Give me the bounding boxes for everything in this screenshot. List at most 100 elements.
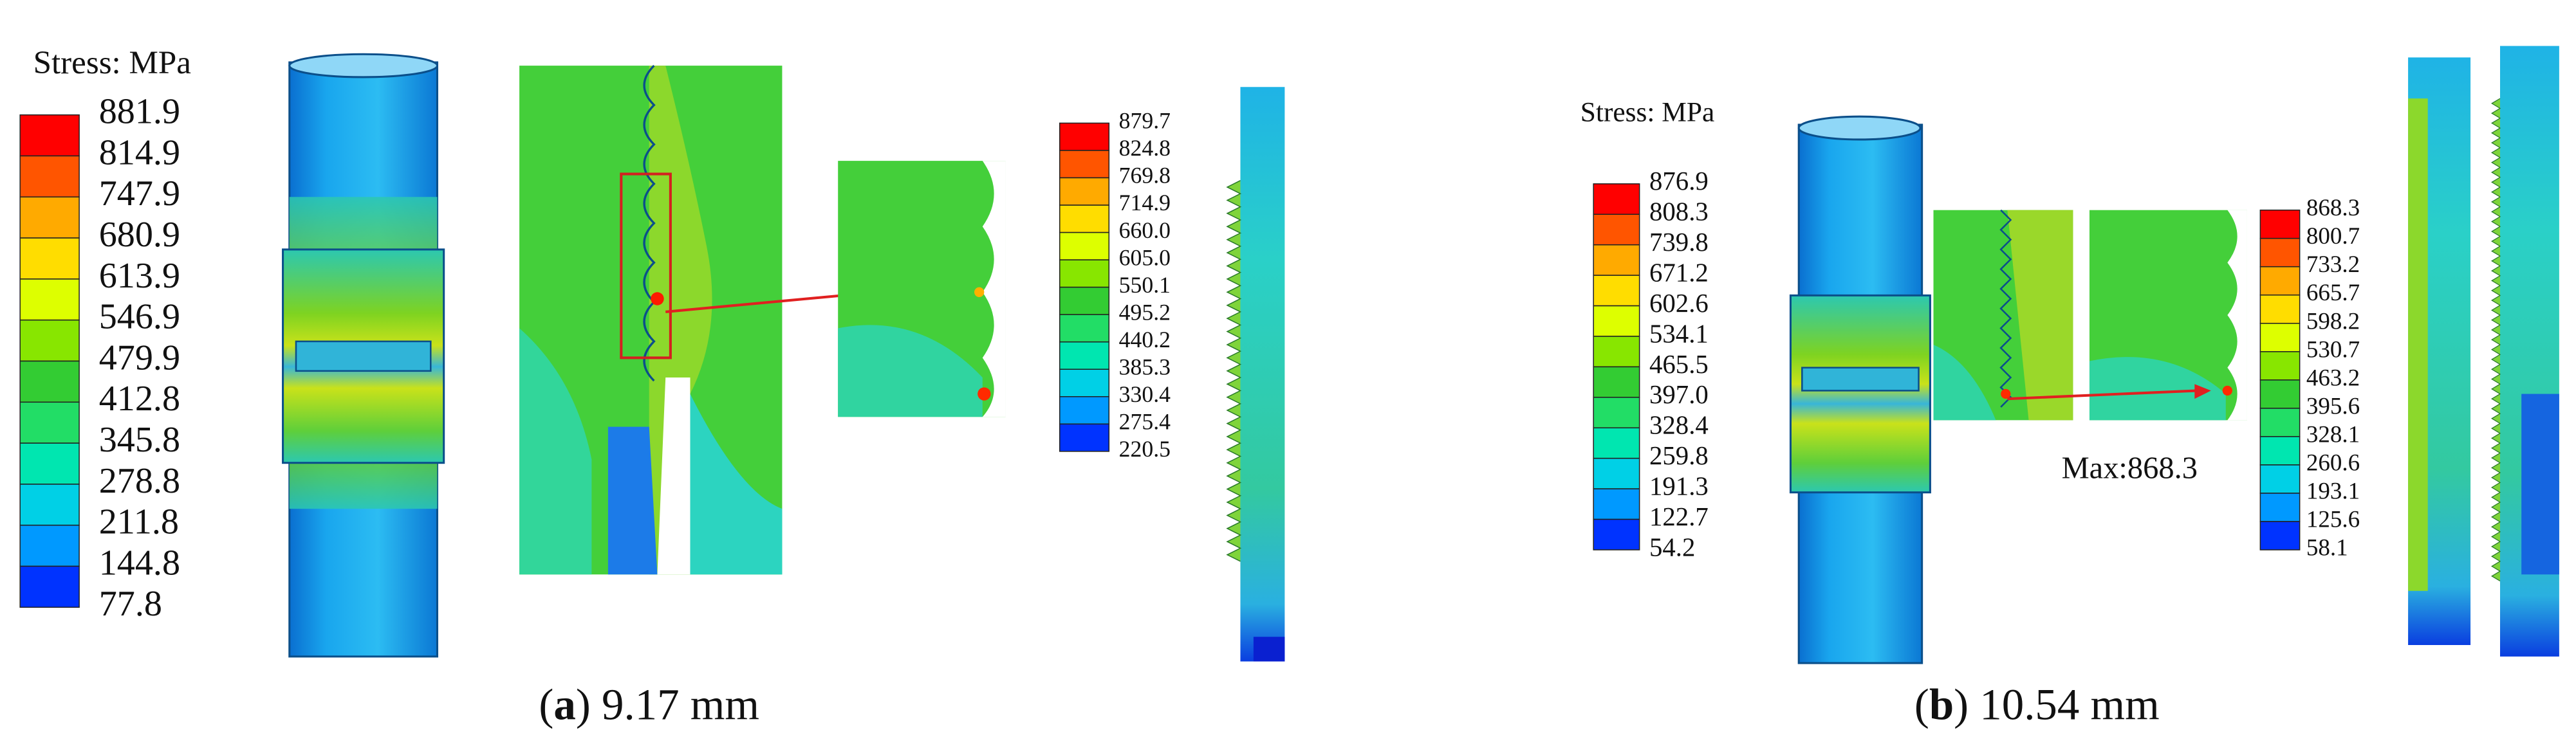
legend-swatch [2259,408,2301,437]
caption: (a) 9.17 mm [539,680,759,729]
legend-swatch [1059,205,1110,233]
legend-label: 220.5 [1119,436,1171,462]
caption-part: ( [539,680,553,729]
legend-swatch [2259,237,2301,268]
legend-swatch [2259,436,2301,466]
legend-label: 733.2 [2306,251,2360,278]
legend-label: 260.6 [2306,450,2360,476]
legend-label: 465.5 [1649,350,1709,379]
legend-swatch [1059,396,1110,425]
pipe-model-b [1789,115,1931,664]
arrow [2007,389,2198,401]
legend-swatch [19,565,80,608]
caption: (b) 10.54 mm [1914,680,2160,729]
legend-swatch [19,319,80,362]
legend-label: 747.9 [99,174,180,214]
legend-label: 495.2 [1119,299,1171,325]
legend-swatch [1593,518,1640,550]
legend-label: 395.6 [2306,393,2360,419]
caption-part: ) 9.17 mm [576,680,759,729]
legend-label: 598.2 [2306,308,2360,334]
caption-part: ( [1914,680,1929,729]
legend-label: 868.3 [2306,195,2360,221]
pipe-model-a [282,53,445,658]
zoom-inset-b [2089,210,2247,421]
legend-label: 191.3 [1649,471,1709,500]
legend-swatch [1593,457,1640,489]
legend-swatch [1059,177,1110,206]
legend-swatch [1593,305,1640,337]
legend-label: 824.8 [1119,135,1171,161]
caption-part: a [553,680,575,729]
legend-swatch [19,278,80,321]
legend-label: 58.1 [2306,534,2348,561]
legend-swatch [19,237,80,280]
legend-swatch [2259,266,2301,296]
legend-label: 530.7 [2306,336,2360,363]
legend-swatch [2259,521,2301,550]
legend-swatch [1059,150,1110,179]
legend-label: 660.0 [1119,217,1171,243]
legend-swatch [19,360,80,403]
legend-swatch [19,196,80,239]
legend-label: 144.8 [99,543,180,583]
legend-swatch [1059,232,1110,260]
legend-swatch [2259,464,2301,494]
legend-swatch [1059,122,1110,151]
legend-swatch [19,155,80,198]
legend-swatch [1059,259,1110,288]
legend-label: 479.9 [99,338,180,378]
legend-label: 605.0 [1119,244,1171,270]
legend-label: 278.8 [99,461,180,501]
legend-swatch [1593,366,1640,398]
legend-label: 739.8 [1649,228,1709,257]
legend-label: 385.3 [1119,354,1171,379]
legend-swatch [1059,286,1110,315]
legend-swatch [2259,209,2301,239]
legend-label: 550.1 [1119,272,1171,298]
legend-label: 800.7 [2306,223,2360,250]
legend-label: 122.7 [1649,502,1709,531]
section-model-a [519,64,783,575]
legend-label: 330.4 [1119,381,1171,407]
legend-swatch [2259,323,2301,352]
legend-label: 259.8 [1649,441,1709,470]
legend-label: 769.8 [1119,163,1171,188]
legend-swatch [19,442,80,485]
legend-label: 814.9 [99,132,180,172]
legend-swatch [1593,275,1640,307]
legend-swatch [2259,294,2301,324]
annotation: Max:868.3 [2062,451,2198,486]
legend-swatch [1593,488,1640,520]
legend-swatch [2259,379,2301,409]
legend-label: 328.1 [2306,421,2360,448]
legend-label: 211.8 [99,502,179,542]
arrow-head [2194,384,2211,399]
legend-label: 714.9 [1119,190,1171,215]
legend-swatch [19,484,80,526]
legend-label: 54.2 [1649,532,1695,561]
legend-label: 463.2 [2306,365,2360,391]
legend-label: 613.9 [99,256,180,296]
legend-swatch [19,524,80,567]
legend-label: 412.8 [99,379,180,419]
legend-label: 77.8 [99,584,162,624]
legend-label: 125.6 [2306,506,2360,532]
legend-swatch [1059,423,1110,452]
legend-label: 546.9 [99,297,180,337]
legend-label: 275.4 [1119,409,1171,435]
legend-swatch [1593,427,1640,459]
legend-swatch [1059,368,1110,397]
legend-label: 881.9 [99,92,180,132]
legend-label: 876.9 [1649,167,1709,196]
legend-swatch [19,401,80,444]
legend-swatch [1593,244,1640,276]
legend-swatch [2259,493,2301,522]
legend-label: 879.7 [1119,108,1171,134]
legend-title: Stress: MPa [33,45,191,81]
legend-swatch [1593,397,1640,429]
legend-label: 671.2 [1649,259,1709,287]
legend-swatch [1059,314,1110,343]
